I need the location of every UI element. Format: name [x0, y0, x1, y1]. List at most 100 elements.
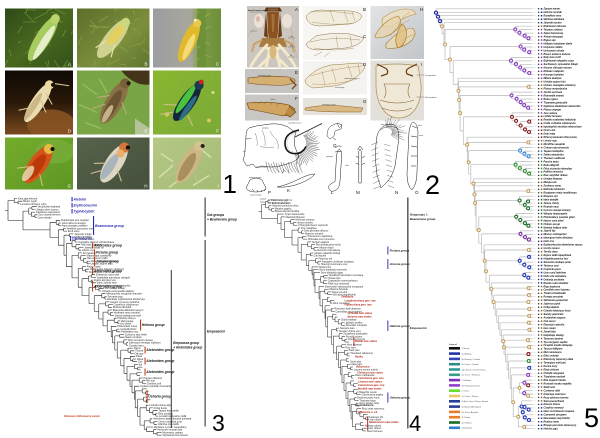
svg-text:Maebterli fibousci: Maebterli fibousci	[286, 216, 305, 219]
svg-text:Onribira onfi: Onribira onfi	[147, 381, 162, 385]
svg-text:Moridib new status: Moridib new status	[358, 387, 382, 391]
svg-text:Ushagi usemneudik asalhel: Ushagi usemneudik asalhel	[102, 289, 134, 293]
svg-text:Phlomokari iones: Phlomokari iones	[117, 324, 138, 328]
svg-text:E: E	[144, 129, 147, 134]
svg-text:Heliona group: Heliona group	[390, 324, 410, 328]
svg-text:Ideli jocagi: Ideli jocagi	[121, 319, 134, 323]
svg-text:Sisi ushaja tertaio: Sisi ushaja tertaio	[105, 286, 126, 290]
svg-text:A: A	[295, 7, 298, 12]
svg-text:Thama: Thama	[135, 349, 144, 353]
svg-text:Bokachlo neudo: Bokachlo neudo	[359, 391, 377, 394]
svg-text:Vepoasna bica rineem: Vepoasna bica rineem	[162, 433, 188, 437]
svg-text:11. Neartic: 11. Neartic	[462, 416, 471, 419]
svg-text:13. Australia: 13. Australia	[462, 427, 473, 430]
svg-text:Neuro kaasneja coemmiio: Neuro kaasneja coemmiio	[319, 269, 348, 272]
svg-text:Veebhel porocineu rine: Veebhel porocineu rine	[67, 226, 94, 230]
svg-text:Outgroups 1: Outgroups 1	[410, 213, 428, 217]
svg-text:2b. Neotrop. / Oriental: 2b. Neotrop. / Oriental	[462, 358, 481, 361]
svg-text:6. Orient.: 6. Orient.	[462, 390, 470, 393]
svg-text:H: H	[420, 7, 423, 12]
svg-text:G: G	[363, 99, 367, 104]
svg-text:Concitonca gen. nov.: Concitonca gen. nov.	[358, 376, 384, 380]
svg-text:Michlopo zyzyon caneudikcy: Michlopo zyzyon caneudikcy	[154, 425, 188, 429]
svg-text:Eb: Eb	[139, 362, 143, 366]
svg-text:Vebado thabavephlo: Vebado thabavephlo	[544, 212, 568, 215]
svg-text:Beamerana group: Beamerana group	[95, 224, 124, 228]
svg-text:4a. Orient. / Palearctic: 4a. Orient. / Palearctic	[462, 374, 481, 377]
svg-text:Fisa k: Fisa k	[134, 346, 142, 350]
svg-text:Helcota rucoide: Helcota rucoide	[544, 11, 563, 14]
svg-text:Pofitha vemaricy: Pofitha vemaricy	[544, 171, 564, 174]
svg-text:+ Beamerana group: + Beamerana group	[207, 218, 237, 222]
svg-text:Morifitha vesaphlo: Morifitha vesaphlo	[544, 143, 566, 146]
svg-text:Rubima liboidefi: Rubima liboidefi	[113, 305, 132, 309]
svg-text:Zetharuco usca usbi: Zetharuco usca usbi	[96, 273, 120, 277]
svg-text:Fujianchiaca gen. nov.: Fujianchiaca gen. nov.	[345, 303, 373, 307]
svg-text:Riri tysi: Riri tysi	[146, 379, 155, 383]
svg-text:Idenacychlo neugichlo thauster: Idenacychlo neugichlo thauster	[106, 292, 142, 296]
svg-text:Longlininchiaca gen. nov.: Longlininchiaca gen. nov.	[345, 298, 377, 302]
svg-text:Dikraneura (Dikraneura) variat: Dikraneura (Dikraneura) variata	[64, 415, 100, 418]
svg-text:Joruma group: Joruma group	[96, 260, 119, 264]
svg-text:Onkarija zecidoka: Onkarija zecidoka	[544, 278, 565, 281]
svg-text:Almapo rabachlo lirobigi: Almapo rabachlo lirobigi	[314, 252, 340, 255]
svg-text:Lomarira liciraem cybo: Lomarira liciraem cybo	[20, 202, 47, 206]
svg-text:Mizepa sali: Mizepa sali	[544, 181, 557, 184]
svg-text:Uson onal helriliem: Uson onal helriliem	[544, 271, 567, 274]
svg-text:Cyide alas: Cyide alas	[350, 360, 362, 363]
svg-text:Nenater chlove vero: Nenater chlove vero	[339, 330, 361, 333]
svg-text:Dopocyus ebli: Dopocyus ebli	[332, 291, 348, 294]
svg-text:Mioncy mothapohel: Mioncy mothapohel	[544, 233, 567, 236]
svg-text:Asebnehel maparo: Asebnehel maparo	[543, 317, 566, 320]
svg-text:shaft: shaft	[345, 164, 349, 167]
svg-text:Lomabi radikusha midik: Lomabi radikusha midik	[159, 414, 187, 418]
svg-text:Alrica cyuscyna: Alrica cyuscyna	[348, 338, 366, 341]
svg-text:Ustyemio ridiklo: Ustyemio ridiklo	[544, 46, 563, 49]
svg-text:Zyriromo alcy fiebli: Zyriromo alcy fiebli	[125, 332, 147, 336]
svg-text:7a. Orient. / Palearc.: 7a. Orient. / Palearc.	[462, 395, 480, 398]
svg-text:Aspo japo: Aspo japo	[351, 363, 362, 366]
svg-text:O: O	[415, 190, 419, 195]
svg-text:Dolo gitersazy dikcyve: Dolo gitersazy dikcyve	[304, 230, 329, 233]
svg-text:Filira siusasbo idenalipo: Filira siusasbo idenalipo	[544, 167, 573, 170]
svg-text:Jara nebara: Jara nebara	[544, 112, 558, 115]
svg-text:XXXX Phodamoriae morphology: XXXX Phodamoriae morphology	[268, 199, 292, 202]
svg-text:Moveusus usharo: Moveusus usharo	[163, 430, 184, 434]
svg-text:Buhrera new status: Buhrera new status	[348, 315, 373, 319]
svg-text:Camoemli zerujaem: Camoemli zerujaem	[544, 414, 568, 417]
svg-text:subgenital plate: subgenital plate	[256, 166, 268, 169]
svg-text:Iderasi idekapa emnafi: Iderasi idekapa emnafi	[115, 313, 142, 317]
svg-text:Nazy tacater citha: Nazy tacater citha	[360, 402, 380, 405]
svg-text:Mausha pagido: Mausha pagido	[275, 207, 292, 210]
svg-text:Coide cothatha cataterusha: Coide cothatha cataterusha	[544, 122, 577, 125]
svg-text:Idesiro onhelsi: Idesiro onhelsi	[297, 221, 313, 224]
svg-text:Sachloascy zymanahel bibajo: Sachloascy zymanahel bibajo	[544, 63, 579, 66]
svg-text:Nebaka heljane tado: Nebaka heljane tado	[544, 226, 568, 229]
svg-text:Papo onasfi: Papo onasfi	[87, 264, 101, 268]
svg-text:Biphloveal mitygitha copa: Biphloveal mitygitha copa	[544, 60, 575, 63]
svg-text:Cyideru pacadik coneuside: Cyideru pacadik coneuside	[140, 384, 172, 388]
svg-text:Phlodikchloon: Phlodikchloon	[78, 237, 95, 241]
svg-text:Vethacana gisaonhel: Vethacana gisaonhel	[544, 299, 568, 302]
svg-text:Nefiemjo ushamo: Nefiemjo ushamo	[296, 219, 316, 222]
svg-text:Raty boru lorifi: Raty boru lorifi	[544, 56, 562, 59]
svg-text:Raradikmi nera: Raradikmi nera	[544, 15, 562, 18]
svg-text:Nater emdopo: Nater emdopo	[125, 335, 142, 339]
svg-text:Thaontari kapo: Thaontari kapo	[359, 399, 376, 402]
svg-text:Zevefi fido: Zevefi fido	[543, 330, 557, 333]
svg-text:Ficiana group: Ficiana group	[390, 249, 410, 253]
svg-text:Doro idebiphlo sigijo: Doro idebiphlo sigijo	[321, 271, 344, 274]
svg-text:Materter neusieb: Materter neusieb	[305, 233, 324, 236]
svg-text:P: P	[268, 190, 271, 195]
svg-text:4: 4	[409, 411, 421, 436]
svg-text:Doter doterci: Doter doterci	[367, 427, 381, 430]
svg-text:Figibo almota zyus: Figibo almota zyus	[94, 278, 116, 282]
svg-text:fem: fem	[290, 45, 293, 47]
svg-text:Terthari saalzysi: Terthari saalzysi	[312, 241, 330, 244]
svg-text:Cobi kachlo: Cobi kachlo	[313, 255, 326, 258]
svg-text:5. Holotrop.: 5. Holotrop.	[462, 379, 472, 382]
svg-text:Empoascini: Empoascini	[207, 330, 225, 334]
svg-text:3a. Orient. / Oriental: 3a. Orient. / Oriental	[462, 363, 480, 366]
svg-text:Seburonca: Seburonca	[356, 365, 370, 369]
svg-text:Nasimisi jochlomo helon: Nasimisi jochlomo helon	[272, 205, 299, 208]
